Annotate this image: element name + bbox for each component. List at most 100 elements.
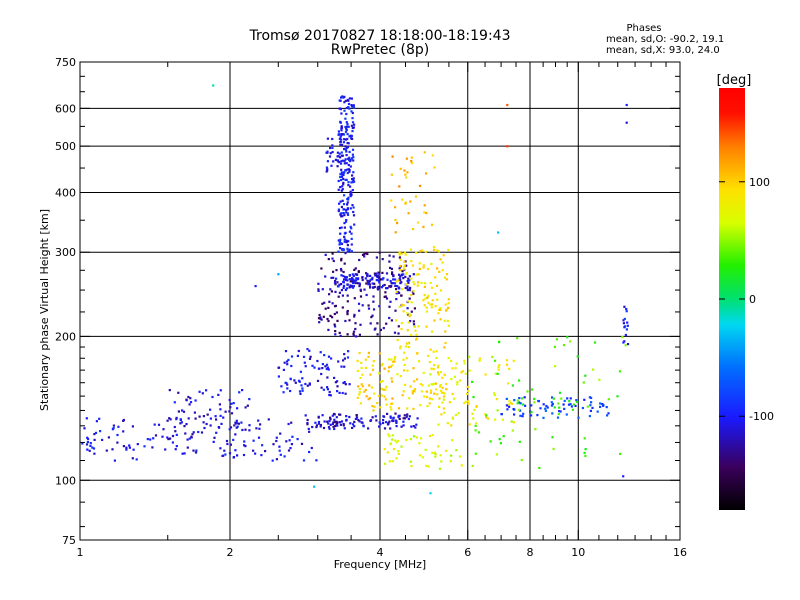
data-point: [463, 359, 466, 362]
y-tick-label: 400: [55, 186, 76, 199]
data-point: [339, 267, 343, 271]
data-point: [420, 390, 423, 393]
data-point: [235, 419, 238, 422]
colorbar-tick-label: 100: [749, 176, 770, 189]
data-point: [582, 381, 585, 384]
data-point: [394, 278, 397, 281]
data-point: [568, 400, 571, 403]
data-point: [430, 286, 433, 289]
data-point: [583, 437, 586, 440]
data-point: [230, 412, 234, 415]
data-point: [460, 464, 463, 467]
data-point: [175, 416, 178, 419]
data-point: [327, 422, 330, 425]
data-point: [408, 313, 411, 316]
data-point: [340, 129, 343, 132]
data-point: [333, 418, 336, 421]
data-point: [413, 325, 416, 328]
data-point: [348, 107, 351, 110]
data-point: [143, 445, 146, 448]
data-point: [507, 403, 511, 406]
data-point: [427, 354, 430, 357]
data-point: [534, 428, 537, 431]
data-point: [447, 302, 450, 305]
data-point: [380, 364, 383, 367]
data-point: [327, 426, 331, 429]
axis-ticks: [79, 61, 681, 541]
data-point: [424, 297, 427, 300]
data-point: [509, 401, 512, 405]
data-point: [557, 413, 560, 416]
data-point: [352, 285, 355, 288]
data-point: [353, 313, 356, 316]
data-point: [331, 252, 334, 255]
data-point: [403, 265, 406, 268]
data-point: [397, 279, 400, 282]
data-point: [271, 459, 274, 462]
data-point: [433, 392, 436, 395]
data-point: [373, 285, 376, 288]
data-point: [599, 402, 602, 405]
data-point: [518, 401, 521, 404]
data-point: [412, 228, 415, 231]
data-point: [391, 419, 394, 422]
data-point: [185, 398, 188, 401]
data-point: [369, 278, 372, 281]
data-point: [588, 396, 591, 399]
data-point: [416, 417, 419, 420]
data-point: [340, 259, 343, 262]
data-point: [164, 448, 167, 451]
data-point: [254, 452, 257, 455]
data-point: [371, 278, 374, 281]
data-point: [356, 369, 359, 372]
data-point: [346, 207, 349, 210]
data-point: [406, 307, 409, 310]
data-point: [93, 452, 96, 455]
data-point: [340, 126, 343, 129]
data-point: [497, 368, 500, 371]
y-tick-label: 750: [55, 56, 76, 69]
data-point: [333, 376, 336, 379]
data-point: [226, 442, 229, 446]
data-point: [242, 453, 246, 457]
data-point: [388, 305, 391, 308]
data-point: [173, 401, 176, 404]
data-point: [326, 167, 329, 170]
data-point: [348, 274, 351, 277]
data-point: [351, 286, 355, 289]
data-point: [381, 271, 384, 274]
data-point: [341, 95, 344, 98]
data-point: [502, 435, 505, 438]
data-point: [332, 160, 335, 163]
data-point: [380, 394, 383, 397]
data-point: [522, 403, 525, 406]
data-point: [382, 388, 385, 391]
data-point: [372, 409, 375, 412]
data-point: [340, 189, 343, 192]
data-point: [346, 171, 349, 175]
data-point: [361, 385, 364, 388]
data-point: [442, 254, 445, 257]
data-point: [395, 441, 398, 444]
data-point: [300, 442, 304, 445]
data-point: [441, 261, 444, 264]
data-point: [491, 355, 494, 359]
data-point: [477, 431, 481, 434]
data-point: [352, 177, 355, 180]
data-point: [332, 270, 335, 273]
data-point: [240, 421, 243, 424]
data-point: [324, 253, 327, 256]
data-point: [345, 211, 348, 214]
data-point: [339, 135, 342, 138]
data-point: [350, 124, 353, 127]
data-point: [125, 446, 128, 449]
data-point: [357, 385, 360, 388]
data-point: [286, 383, 289, 386]
data-point: [376, 288, 379, 291]
data-point: [321, 302, 324, 305]
data-point: [345, 239, 348, 242]
data-point: [403, 351, 406, 354]
data-point: [369, 322, 372, 325]
data-point: [511, 429, 514, 432]
